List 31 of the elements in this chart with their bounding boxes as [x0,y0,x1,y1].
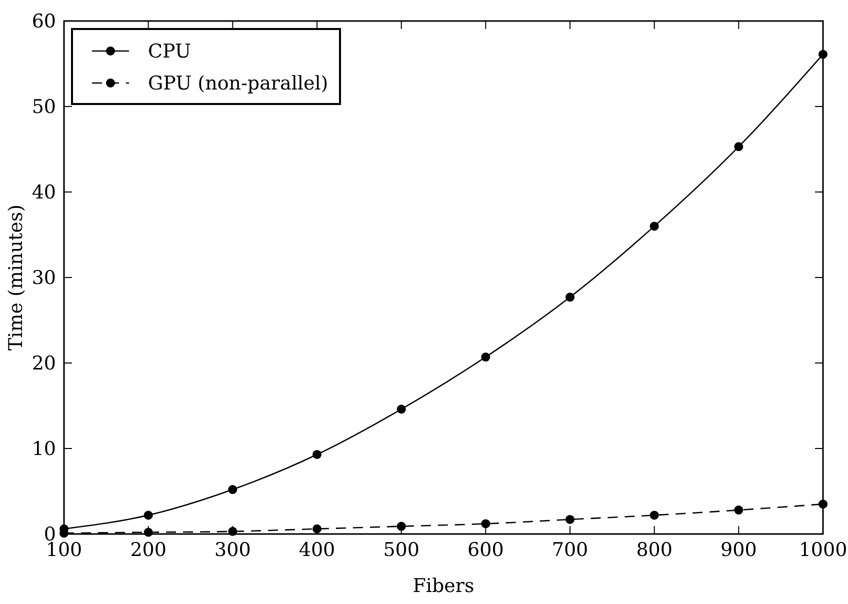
y-tick-label: 20 [32,352,56,375]
legend-label: CPU [148,40,192,63]
x-tick-label: 1000 [798,539,848,561]
x-tick-label: 400 [298,539,336,561]
y-tick-label: 40 [32,182,56,204]
y-tick-label: 50 [32,96,56,118]
y-axis-title: Time (minutes) [5,204,27,351]
legend-label: GPU (non-parallel) [148,72,328,95]
x-tick-label: 500 [383,539,420,561]
point [650,222,659,231]
y-tick-label: 60 [32,10,56,33]
point [481,519,490,528]
point [396,404,406,414]
x-tick-label: 300 [214,539,251,561]
point [650,510,659,520]
x-tick-label: 600 [468,539,504,561]
point [312,450,322,459]
point [566,514,574,524]
point [144,510,153,520]
x-tick-label: 900 [720,539,757,561]
x-tick-label: 200 [130,539,166,561]
x-tick-label: 800 [636,539,672,561]
point [734,142,744,152]
y-tick-label: 10 [32,438,56,460]
y-tick-label: 30 [32,267,56,290]
x-axis-title: Fibers [412,575,474,597]
point [734,506,744,515]
point [481,352,490,362]
point [566,292,574,302]
x-tick-label: 700 [552,539,588,561]
point [228,485,238,494]
